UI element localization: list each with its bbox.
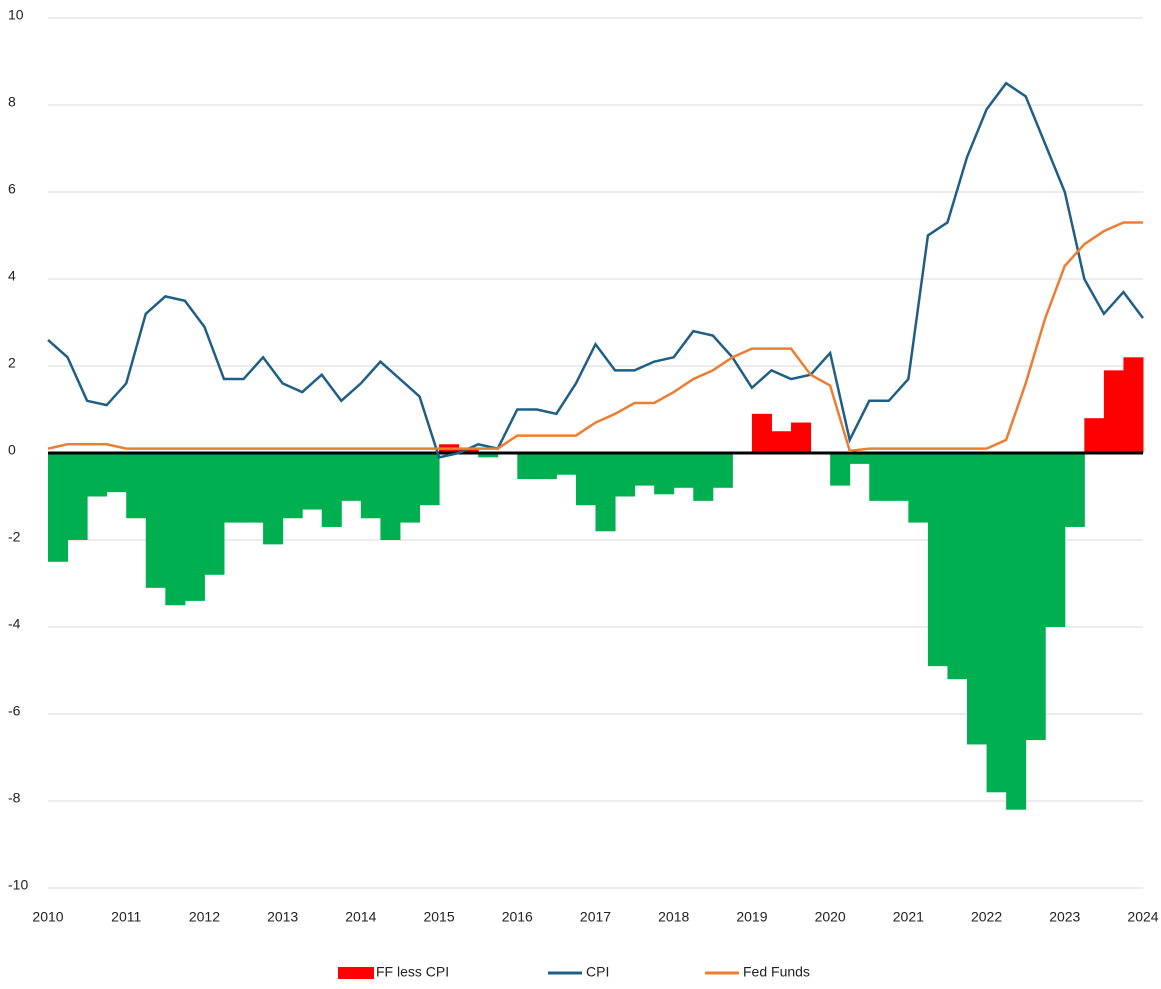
bar xyxy=(908,453,929,523)
bar xyxy=(927,453,948,667)
bar xyxy=(321,453,342,527)
bar xyxy=(791,422,812,453)
legend-label: FF less CPI xyxy=(376,964,449,980)
bar xyxy=(282,453,303,519)
bar xyxy=(145,453,166,588)
x-tick-label: 2015 xyxy=(423,909,454,925)
x-tick-label: 2012 xyxy=(189,909,220,925)
bar xyxy=(888,453,909,501)
y-tick-label: 6 xyxy=(8,181,16,197)
bar xyxy=(1084,418,1105,453)
bar xyxy=(1103,370,1124,453)
bar xyxy=(1025,453,1046,741)
bar xyxy=(380,453,401,540)
bar xyxy=(302,453,323,510)
bar xyxy=(654,453,675,495)
bar xyxy=(87,453,108,497)
bar xyxy=(536,453,557,480)
x-tick-label: 2023 xyxy=(1049,909,1080,925)
bar xyxy=(517,453,538,480)
bar xyxy=(360,453,381,519)
x-tick-label: 2022 xyxy=(971,909,1002,925)
bar xyxy=(67,453,88,540)
bar xyxy=(478,453,499,458)
bar xyxy=(204,453,225,575)
bar xyxy=(341,453,362,501)
y-tick-label: -8 xyxy=(8,790,21,806)
bar xyxy=(458,448,479,453)
bar xyxy=(595,453,616,532)
bar xyxy=(967,453,988,745)
bar xyxy=(419,453,440,506)
bar xyxy=(1123,357,1144,453)
bar xyxy=(556,453,577,475)
bar xyxy=(830,453,851,486)
bar xyxy=(263,453,284,545)
y-tick-label: 4 xyxy=(8,268,16,284)
legend-label: Fed Funds xyxy=(743,964,810,980)
bar xyxy=(1006,453,1027,810)
bar xyxy=(947,453,968,680)
x-tick-label: 2021 xyxy=(893,909,924,925)
bar xyxy=(223,453,245,523)
bar xyxy=(184,453,205,601)
x-tick-label: 2011 xyxy=(111,909,141,925)
x-tick-label: 2017 xyxy=(580,909,611,925)
y-tick-label: -2 xyxy=(8,529,21,545)
y-tick-label: 10 xyxy=(8,7,24,23)
bar xyxy=(399,453,421,523)
legend-swatch xyxy=(338,967,374,979)
bar xyxy=(243,453,264,523)
x-tick-label: 2020 xyxy=(815,909,846,925)
bar xyxy=(165,453,186,606)
x-tick-label: 2014 xyxy=(345,909,376,925)
bar xyxy=(771,431,792,453)
bar xyxy=(615,453,636,497)
bar xyxy=(106,453,127,493)
bar xyxy=(575,453,596,506)
x-tick-label: 2019 xyxy=(736,909,767,925)
bar xyxy=(1045,453,1066,627)
bar xyxy=(712,453,733,488)
bar xyxy=(126,453,147,519)
bar xyxy=(1064,453,1085,527)
x-tick-label: 2018 xyxy=(658,909,689,925)
legend-label: CPI xyxy=(586,964,609,980)
bar xyxy=(849,453,870,464)
x-tick-label: 2013 xyxy=(267,909,298,925)
y-tick-label: 2 xyxy=(8,355,16,371)
y-tick-label: 8 xyxy=(8,94,16,110)
x-tick-label: 2024 xyxy=(1127,909,1158,925)
bar xyxy=(751,413,772,453)
line xyxy=(47,81,1145,459)
bar xyxy=(986,453,1007,793)
bar xyxy=(693,453,714,501)
y-tick-label: -6 xyxy=(8,703,21,719)
x-tick-label: 2010 xyxy=(32,909,63,925)
x-tick-label: 2016 xyxy=(502,909,533,925)
y-tick-label: -10 xyxy=(8,877,28,893)
y-tick-label: 0 xyxy=(8,442,16,458)
bar xyxy=(634,453,655,486)
line xyxy=(47,221,1143,453)
bar xyxy=(869,453,890,501)
y-tick-label: -4 xyxy=(8,616,21,632)
bar xyxy=(673,453,694,488)
bar xyxy=(48,453,69,562)
